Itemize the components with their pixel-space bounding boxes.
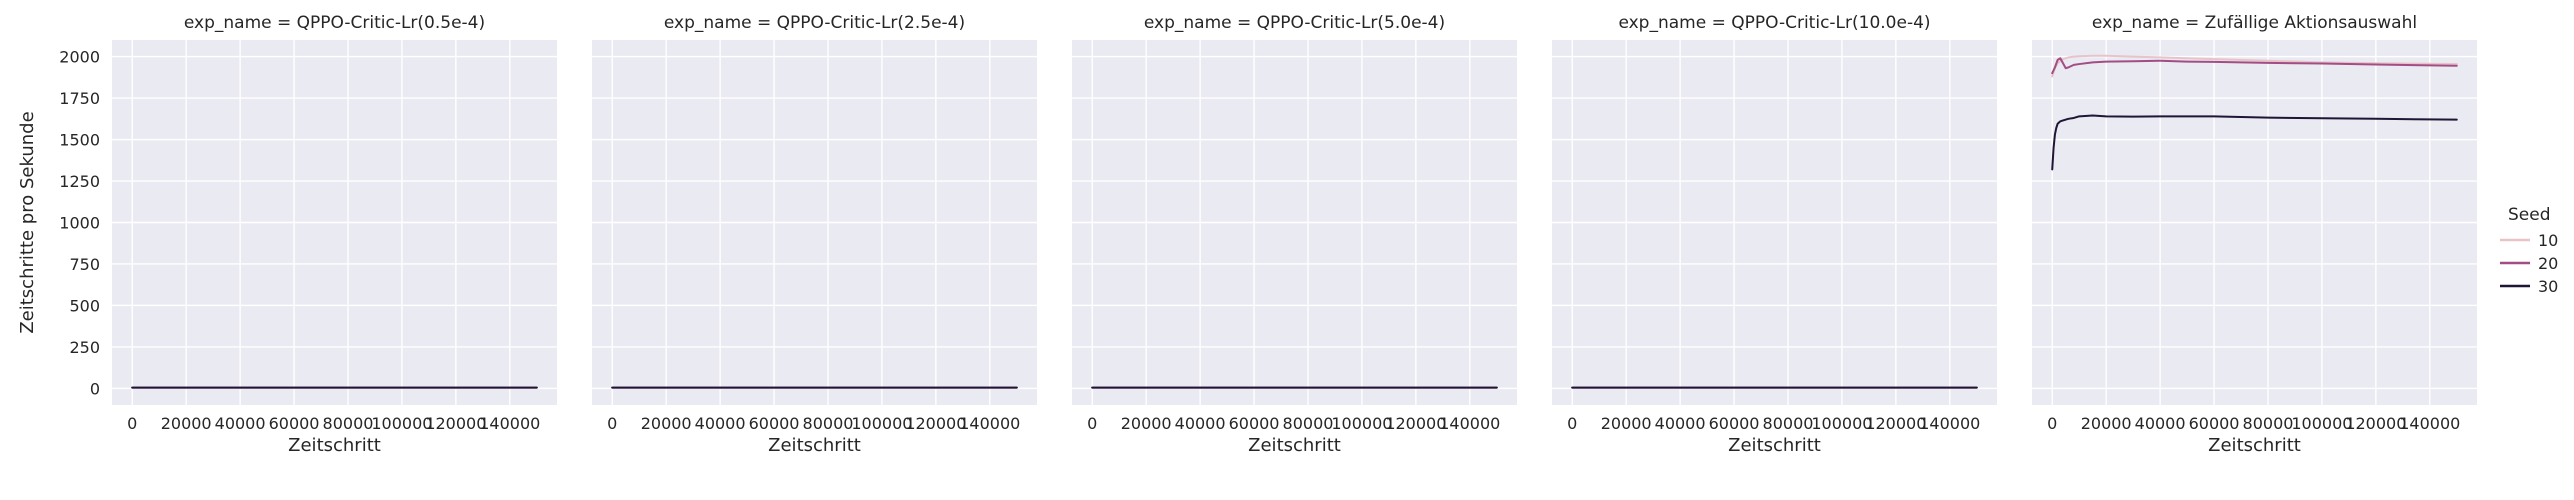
x-tick-label: 100000: [851, 414, 912, 433]
x-tick-label: 60000: [749, 414, 800, 433]
x-tick-label: 20000: [1601, 414, 1652, 433]
x-tick-label: 0: [1087, 414, 1097, 433]
legend-label-seed-30: 30: [2538, 277, 2558, 296]
x-tick-label: 100000: [1811, 414, 1872, 433]
x-tick-label: 120000: [425, 414, 486, 433]
x-tick-label: 60000: [1229, 414, 1280, 433]
x-tick-label: 0: [127, 414, 137, 433]
y-tick-label: 0: [90, 379, 100, 398]
x-tick-label: 80000: [1763, 414, 1814, 433]
y-tick-label: 1000: [59, 214, 100, 233]
x-tick-label: 120000: [1865, 414, 1926, 433]
x-tick-label: 100000: [371, 414, 432, 433]
x-tick-label: 40000: [2135, 414, 2186, 433]
y-tick-label: 750: [69, 255, 100, 274]
x-tick-label: 140000: [479, 414, 540, 433]
y-tick-label: 250: [69, 338, 100, 357]
x-tick-label: 60000: [269, 414, 320, 433]
x-axis-label: Zeitschritt: [768, 435, 861, 456]
facet-panel-1: exp_name = QPPO-Critic-Lr(0.5e-4)0 20000 4…: [59, 13, 557, 456]
y-tick-label: 500: [69, 296, 100, 315]
legend-label-seed-20: 20: [2538, 254, 2558, 273]
x-tick-label: 80000: [803, 414, 854, 433]
x-tick-label: 80000: [2243, 414, 2294, 433]
y-tick-label: 1750: [59, 89, 100, 108]
x-tick-label: 100000: [2291, 414, 2352, 433]
x-tick-label: 20000: [641, 414, 692, 433]
panel-title: exp_name = QPPO-Critic-Lr(2.5e-4): [664, 13, 965, 33]
series-line-seed-30: [2051, 114, 2458, 171]
x-tick-label: 0: [2047, 414, 2057, 433]
x-axis-label: Zeitschritt: [2208, 435, 2301, 456]
legend-label-seed-10: 10: [2538, 231, 2558, 250]
x-tick-label: 20000: [2081, 414, 2132, 433]
x-tick-label: 120000: [1385, 414, 1446, 433]
facet-panel-2: exp_name = QPPO-Critic-Lr(2.5e-4) 0 20000 4…: [592, 13, 1037, 456]
x-tick-label: 0: [1567, 414, 1577, 433]
x-tick-label: 100000: [1331, 414, 1392, 433]
x-tick-label: 140000: [959, 414, 1020, 433]
x-tick-label: 20000: [1121, 414, 1172, 433]
series-line-seed-10: [2051, 54, 2458, 78]
panel-title: exp_name = QPPO-Critic-Lr(5.0e-4): [1144, 13, 1445, 33]
series-line-seed-20: [2051, 57, 2458, 75]
panel-title: exp_name = QPPO-Critic-Lr(10.0e-4): [1618, 13, 1930, 33]
x-tick-label: 120000: [905, 414, 966, 433]
x-tick-label: 40000: [695, 414, 746, 433]
panel-title: exp_name = Zufällige Aktionsauswahl: [2092, 13, 2417, 33]
y-tick-label: 2000: [59, 48, 100, 67]
legend: Seed 10 20 30: [2500, 205, 2558, 296]
panel-title: exp_name = QPPO-Critic-Lr(0.5e-4): [184, 13, 485, 33]
x-tick-label: 60000: [2189, 414, 2240, 433]
x-tick-label: 140000: [1439, 414, 1500, 433]
x-axis-label: Zeitschritt: [288, 435, 381, 456]
x-tick-label: 80000: [323, 414, 374, 433]
x-axis-label: Zeitschritt: [1248, 435, 1341, 456]
x-tick-label: 20000: [161, 414, 212, 433]
x-tick-label: 60000: [1709, 414, 1760, 433]
x-tick-label: 40000: [1655, 414, 1706, 433]
x-tick-label: 40000: [215, 414, 266, 433]
x-tick-label: 140000: [2399, 414, 2460, 433]
x-tick-label: 0: [607, 414, 617, 433]
x-tick-label: 120000: [2345, 414, 2406, 433]
facet-panel-5: exp_name = Zufällige Aktionsauswahl 0 2000…: [2032, 13, 2477, 456]
facet-panel-4: exp_name = QPPO-Critic-Lr(10.0e-4) 0 20000…: [1552, 13, 1997, 456]
x-tick-label: 40000: [1175, 414, 1226, 433]
x-tick-label: 140000: [1919, 414, 1980, 433]
y-tick-label: 1250: [59, 172, 100, 191]
facet-panel-3: exp_name = QPPO-Critic-Lr(5.0e-4) 0 20000 4…: [1072, 13, 1517, 456]
y-axis-label: Zeitschritte pro Sekunde: [17, 111, 38, 333]
x-tick-label: 80000: [1283, 414, 1334, 433]
x-axis-label: Zeitschritt: [1728, 435, 1821, 456]
legend-title: Seed: [2508, 205, 2551, 225]
y-tick-label: 1500: [59, 131, 100, 150]
